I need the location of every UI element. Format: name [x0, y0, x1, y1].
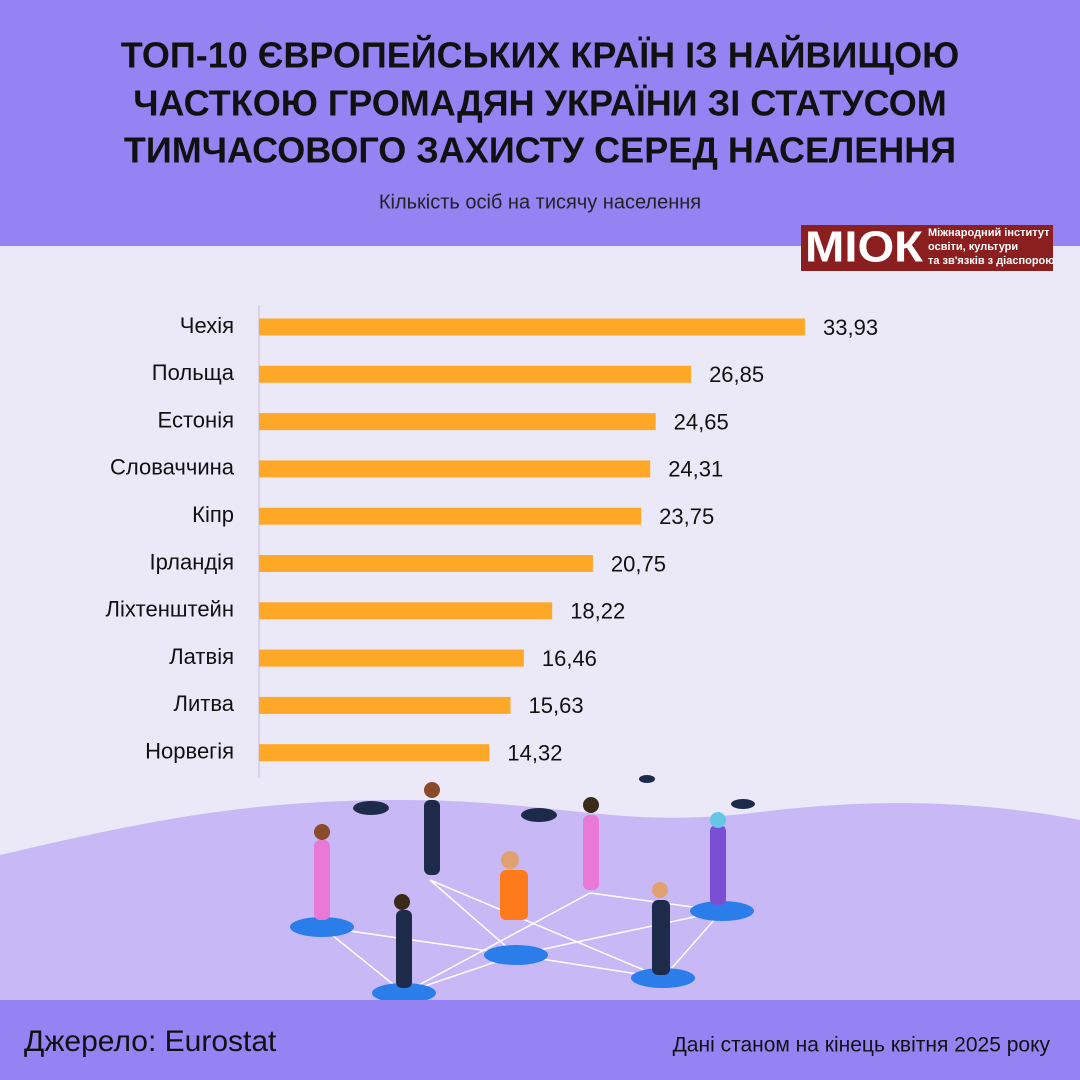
category-label: Ірландія [150, 549, 234, 574]
logo-text: освіти, культури [928, 241, 1018, 253]
wave [0, 800, 1080, 1000]
value-label: 26,85 [709, 362, 764, 387]
logo-text: Міжнародний інститут [928, 227, 1050, 239]
title-line: ТОП-10 ЄВРОПЕЙСЬКИХ КРАЇН ІЗ НАЙВИЩОЮ [121, 34, 960, 76]
source: Джерело: Eurostat [24, 1025, 277, 1058]
category-label: Естонія [158, 407, 234, 432]
bar [259, 318, 805, 336]
category-label: Латвія [169, 644, 234, 669]
bar [259, 602, 553, 620]
category-label: Чехія [180, 313, 234, 338]
title-line: ТИМЧАСОВОГО ЗАХИСТУ СЕРЕД НАСЕЛЕННЯ [124, 130, 956, 171]
logo: МІОК Міжнародний інститут освіти, культу… [801, 223, 1055, 272]
logo-box [801, 225, 1053, 271]
subtitle: Кількість осіб на тисячу населення [379, 191, 701, 213]
bar [259, 696, 511, 714]
value-label: 14,32 [507, 741, 562, 766]
category-label: Кіпр [192, 502, 234, 527]
value-label: 23,75 [659, 504, 714, 529]
value-label: 33,93 [823, 315, 878, 340]
title-line: ЧАСТКОЮ ГРОМАДЯН УКРАЇНИ ЗІ СТАТУСОМ [133, 83, 946, 124]
category-label: Норвегія [145, 739, 234, 764]
value-label: 24,31 [668, 457, 723, 482]
figures [314, 782, 726, 988]
value-label: 16,46 [542, 646, 597, 671]
bar [259, 413, 656, 431]
bar [259, 460, 651, 478]
bar [259, 649, 524, 667]
date-note: Дані станом на кінець квітня 2025 року [673, 1034, 1051, 1057]
category-label: Словаччина [110, 455, 235, 480]
value-label: 15,63 [529, 693, 584, 718]
logo-short: МІОК [805, 223, 923, 272]
clouds [353, 775, 755, 822]
footer-band [0, 1000, 1080, 1080]
bar [259, 365, 692, 383]
header-band [0, 0, 1080, 246]
logo-text: та зв'язків з діаспорою [928, 255, 1055, 267]
bar [259, 507, 642, 525]
value-label: 24,65 [674, 409, 729, 434]
bar [259, 555, 593, 572]
bar [259, 744, 490, 762]
platforms [290, 901, 754, 1003]
value-label: 20,75 [611, 551, 666, 576]
category-label: Польща [152, 360, 235, 385]
category-label: Литва [174, 691, 235, 716]
value-label: 18,22 [570, 599, 625, 624]
category-label: Ліхтенштейн [106, 597, 234, 622]
